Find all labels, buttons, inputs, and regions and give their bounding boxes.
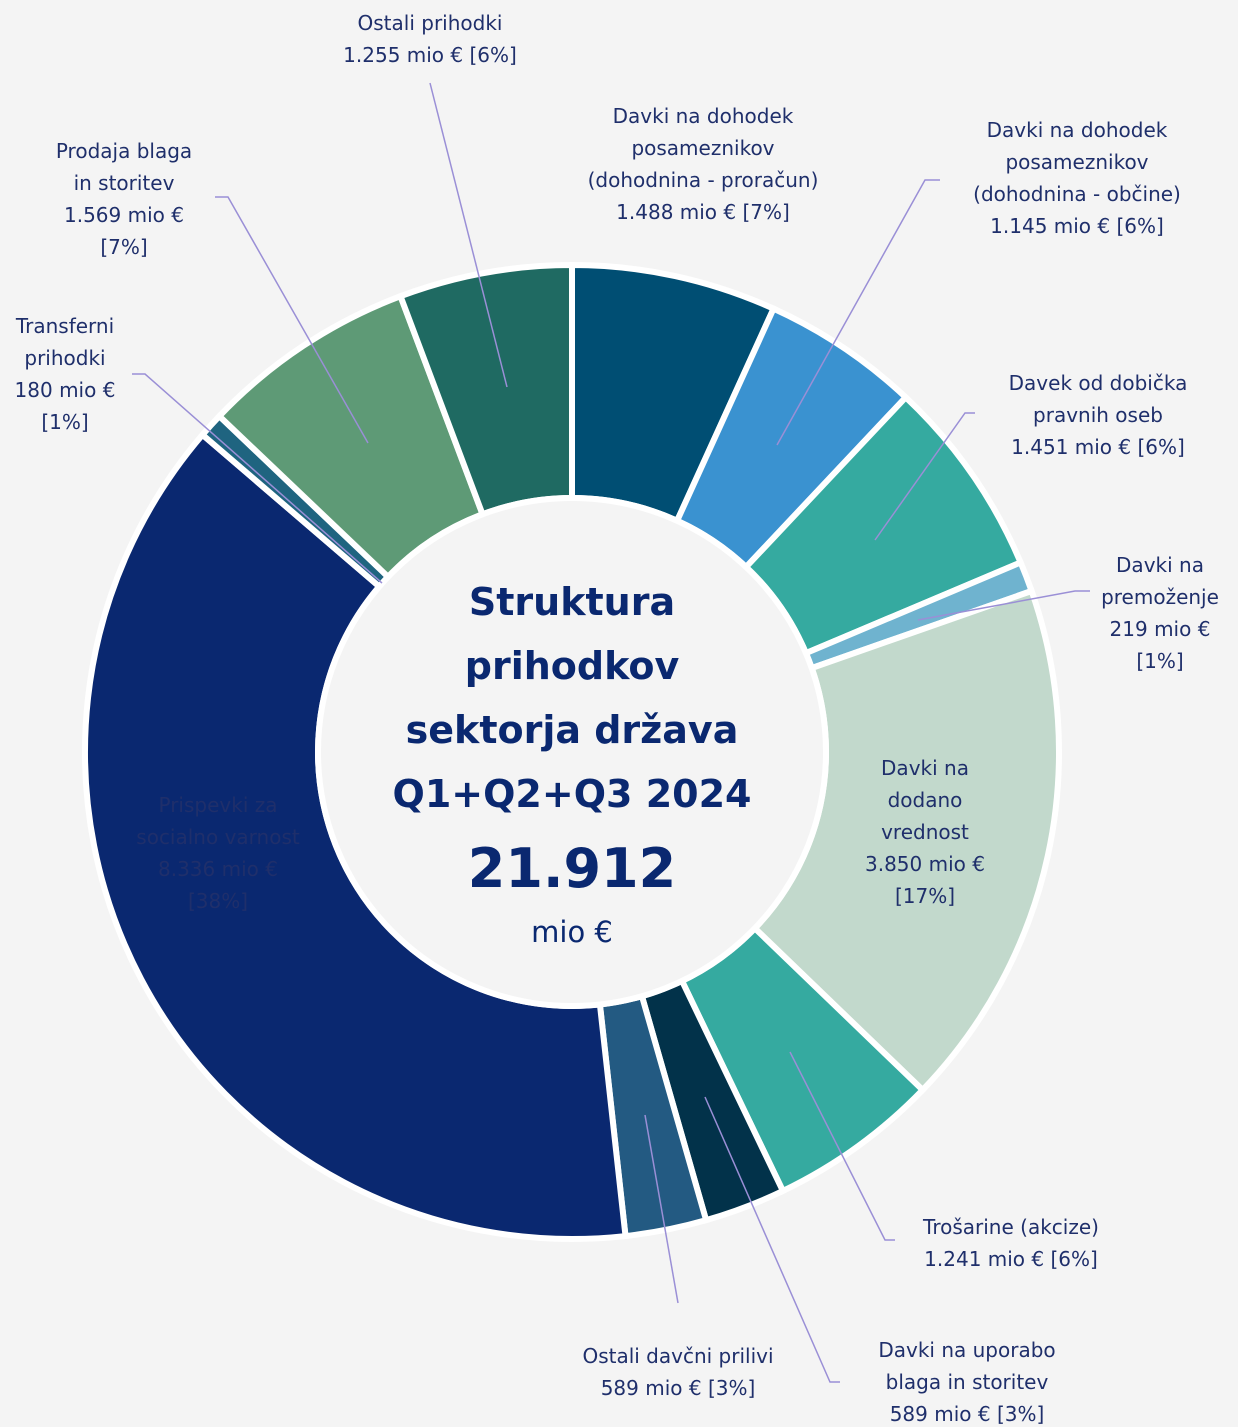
leader-line [874, 412, 975, 541]
slice-label: Davki na dohodek posameznikov (dohodnina -… [973, 118, 1181, 206]
slice-label: Transferni prihodki [15, 314, 114, 370]
leader-line [132, 373, 383, 584]
slice-label: Davki na dohodek posameznikov (dohodnina -… [588, 104, 819, 192]
value-label: 180 mio € [1%] [15, 378, 116, 434]
slice-label: Ostali prihodki [358, 11, 503, 35]
slice-label: Ostali davčni prilivi [582, 1344, 773, 1368]
slice-label: Prispevki za socialno varnost [136, 793, 300, 849]
value-label: 8.336 mio € [38%] [158, 857, 278, 913]
slice-label: Trošarine (akcize) [922, 1215, 1099, 1239]
leader-line [776, 179, 940, 446]
donut-hole [315, 495, 829, 1009]
value-label: 589 mio € [3%] [601, 1376, 756, 1400]
value-label: 1.145 mio € [6%] [990, 214, 1164, 238]
value-label: 1.569 mio € [7%] [64, 203, 184, 259]
leader-line [644, 1114, 679, 1304]
leader-line [917, 590, 1090, 621]
value-label: 1.451 mio € [6%] [1011, 435, 1185, 459]
leader-line [215, 196, 369, 444]
slice-label: Davki na premoženje [1101, 553, 1219, 609]
value-label: 1.241 mio € [6%] [924, 1247, 1098, 1271]
center-unit: mio € [531, 915, 613, 949]
chart-title: Struktura prihodkov sektorja država Q1+Q2+Q… [393, 580, 752, 816]
value-label: 219 mio € [1%] [1110, 617, 1211, 673]
slice-label: Prodaja blaga in storitev [56, 139, 192, 195]
slice-label: Davki na dodano vrednost [881, 756, 969, 844]
leader-line [789, 1051, 895, 1241]
value-label: 3.850 mio € [17%] [865, 852, 985, 908]
center-value: 21.912 [468, 837, 676, 900]
value-label: 589 mio € [3%] [890, 1402, 1045, 1426]
slices [82, 261, 1062, 1242]
leader-line [429, 82, 508, 388]
value-label: 1.255 mio € [6%] [343, 43, 517, 67]
value-label: 1.488 mio € [7%] [616, 200, 790, 224]
leader-line [704, 1096, 840, 1383]
slice-label: Davki na uporabo blaga in storitev [878, 1338, 1055, 1394]
slice-label: Davek od dobička pravnih oseb [1009, 371, 1188, 427]
